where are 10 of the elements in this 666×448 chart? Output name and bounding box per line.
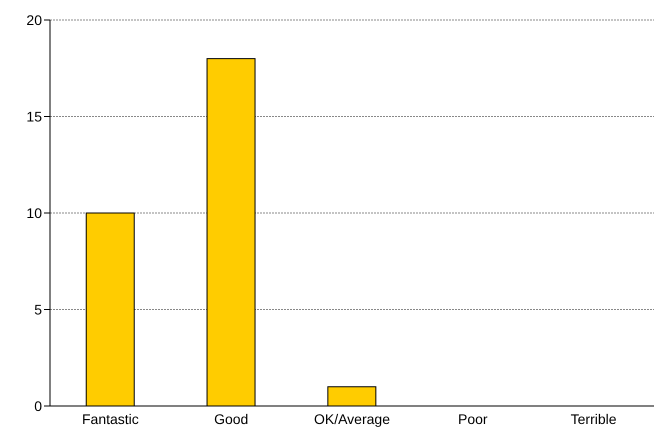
y-tick-label: 15 [26,108,42,124]
y-tick-label: 20 [26,12,42,28]
x-tick-label: Poor [458,410,488,427]
x-tick-label: OK/Average [314,410,390,427]
y-tick-label: 0 [34,398,42,414]
x-tick-label: Good [214,410,248,427]
y-tick-label: 5 [34,301,42,318]
x-tick-label: Terrible [570,410,617,427]
y-tick-label: 10 [26,204,42,221]
x-tick-label: Fantastic [82,410,139,427]
